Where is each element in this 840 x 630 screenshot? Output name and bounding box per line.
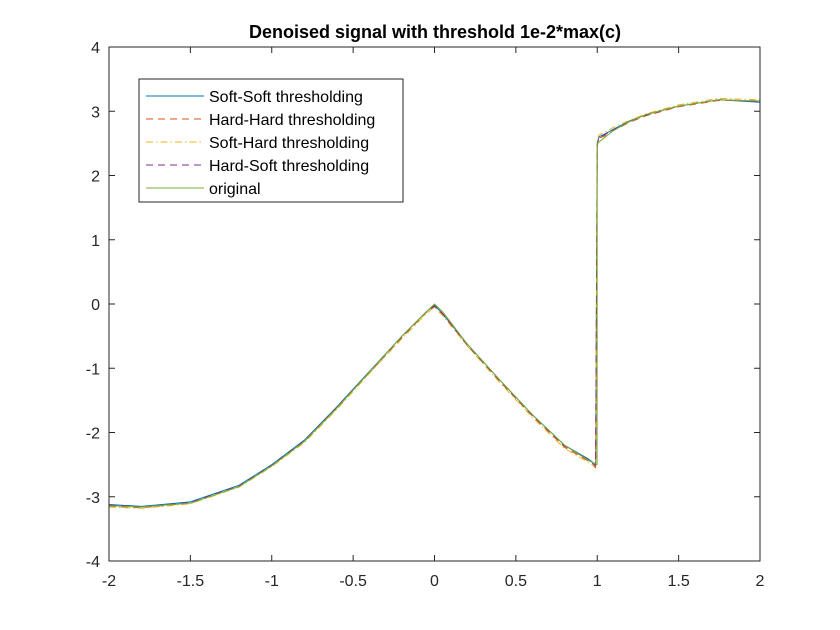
y-tick-label: -2 <box>86 426 100 443</box>
y-tick-label: -4 <box>86 554 100 571</box>
x-tick-label: -0.5 <box>339 573 367 590</box>
y-tick-label: 4 <box>91 40 100 57</box>
series-layer <box>108 97 761 509</box>
legend-label-4: original <box>209 181 261 198</box>
legend-box <box>138 78 404 203</box>
legend-label-1: Hard-Hard thresholding <box>209 112 375 129</box>
y-tick-label: 0 <box>91 297 100 314</box>
legend-label-2: Soft-Hard thresholding <box>209 135 369 152</box>
series-line-2 <box>108 97 761 509</box>
x-tick-label: 1 <box>593 573 602 590</box>
x-tick-label: 0 <box>430 573 439 590</box>
y-tick-label: -3 <box>86 490 100 507</box>
x-tick-label: -1.5 <box>177 573 205 590</box>
y-tick-label: 1 <box>91 233 100 250</box>
x-axis: -2 -1.5 -1 -0.5 0 0.5 1 1.5 2 <box>102 47 765 590</box>
x-tick-label: -1 <box>265 573 279 590</box>
legend: Soft-Soft thresholding Hard-Hard threshol… <box>138 78 404 203</box>
y-axis: -4 -3 -2 -1 0 1 2 3 4 <box>86 40 760 571</box>
x-tick-label: 2 <box>756 573 765 590</box>
x-tick-label: 1.5 <box>668 573 690 590</box>
chart-title: Denoised signal with threshold 1e-2*max(… <box>249 22 621 42</box>
y-tick-label: -1 <box>86 361 100 378</box>
y-tick-label: 3 <box>91 104 100 121</box>
legend-label-0: Soft-Soft thresholding <box>209 89 363 106</box>
y-tick-label: 2 <box>91 169 100 186</box>
series-line-4 <box>108 99 761 508</box>
x-tick-label: -2 <box>102 573 116 590</box>
legend-label-3: Hard-Soft thresholding <box>209 158 369 175</box>
x-tick-label: 0.5 <box>505 573 527 590</box>
